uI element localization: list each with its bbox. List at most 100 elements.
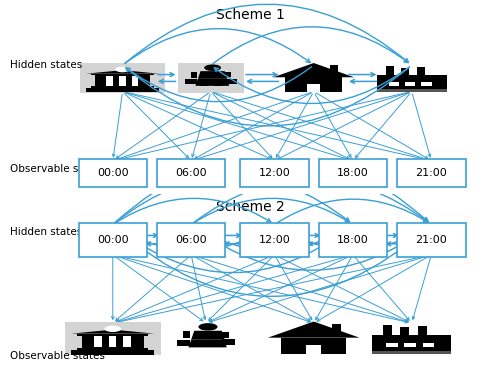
Bar	[78, 348, 148, 350]
FancyArrowPatch shape	[412, 94, 431, 157]
Text: 06:00: 06:00	[176, 235, 207, 244]
Bar	[86, 88, 160, 92]
Bar	[78, 334, 148, 336]
Text: Observable states: Observable states	[10, 164, 105, 174]
FancyArrowPatch shape	[124, 4, 408, 63]
FancyArrowPatch shape	[112, 94, 122, 157]
Circle shape	[104, 326, 121, 332]
FancyArrowPatch shape	[246, 73, 277, 76]
Polygon shape	[86, 70, 160, 74]
Bar	[225, 72, 232, 77]
Bar	[92, 74, 154, 75]
FancyArrowPatch shape	[126, 67, 410, 126]
FancyArrowPatch shape	[195, 92, 409, 160]
FancyBboxPatch shape	[318, 222, 387, 257]
Bar	[417, 67, 426, 75]
FancyArrowPatch shape	[354, 257, 409, 320]
FancyArrowPatch shape	[160, 80, 176, 83]
FancyArrowPatch shape	[276, 257, 312, 320]
FancyArrowPatch shape	[350, 80, 376, 83]
Bar	[281, 338, 346, 354]
FancyArrowPatch shape	[126, 67, 312, 102]
FancyArrowPatch shape	[126, 92, 349, 160]
Bar	[382, 325, 392, 335]
FancyArrowPatch shape	[210, 256, 350, 322]
FancyArrowPatch shape	[116, 226, 272, 251]
Polygon shape	[198, 71, 228, 79]
FancyArrowPatch shape	[115, 256, 203, 321]
Bar	[285, 77, 343, 92]
FancyArrowPatch shape	[308, 242, 320, 246]
FancyArrowPatch shape	[112, 258, 114, 319]
Polygon shape	[71, 329, 154, 334]
FancyArrowPatch shape	[212, 94, 272, 158]
Text: Scheme 1: Scheme 1	[216, 8, 284, 22]
FancyArrowPatch shape	[146, 242, 159, 246]
Bar	[386, 66, 394, 75]
Text: 12:00: 12:00	[258, 168, 290, 178]
Polygon shape	[196, 79, 229, 86]
FancyBboxPatch shape	[78, 159, 147, 187]
Bar	[80, 63, 165, 93]
FancyArrowPatch shape	[192, 94, 210, 157]
Bar	[106, 76, 112, 86]
Bar	[418, 326, 427, 335]
FancyArrowPatch shape	[276, 94, 312, 157]
Bar	[306, 345, 321, 354]
FancyArrowPatch shape	[315, 94, 351, 157]
Bar	[185, 79, 197, 85]
Bar	[190, 71, 197, 78]
Bar	[377, 75, 446, 92]
Bar	[123, 336, 130, 347]
Bar	[132, 76, 138, 86]
Bar	[176, 340, 190, 346]
FancyArrowPatch shape	[116, 93, 208, 158]
FancyBboxPatch shape	[157, 222, 226, 257]
Polygon shape	[268, 322, 360, 338]
FancyArrowPatch shape	[387, 242, 399, 246]
Text: 18:00: 18:00	[337, 168, 369, 178]
FancyArrowPatch shape	[116, 92, 409, 161]
Text: 00:00: 00:00	[97, 168, 128, 178]
FancyArrowPatch shape	[225, 242, 242, 246]
FancyArrowPatch shape	[116, 255, 428, 323]
Bar	[183, 331, 190, 338]
Bar	[332, 324, 341, 331]
Text: 12:00: 12:00	[258, 235, 290, 244]
FancyArrowPatch shape	[194, 198, 349, 223]
Bar	[108, 336, 116, 347]
FancyArrowPatch shape	[194, 256, 310, 321]
FancyBboxPatch shape	[397, 159, 466, 187]
Bar	[400, 327, 409, 335]
Text: Hidden states: Hidden states	[10, 227, 82, 237]
FancyArrowPatch shape	[214, 92, 428, 160]
FancyArrowPatch shape	[278, 93, 409, 159]
FancyArrowPatch shape	[145, 234, 158, 237]
FancyArrowPatch shape	[115, 176, 350, 223]
Bar	[71, 350, 154, 355]
FancyArrowPatch shape	[316, 257, 352, 320]
FancyArrowPatch shape	[194, 93, 312, 159]
FancyArrowPatch shape	[124, 94, 188, 158]
FancyBboxPatch shape	[318, 159, 387, 187]
Bar	[222, 331, 229, 338]
FancyArrowPatch shape	[277, 256, 408, 321]
Circle shape	[198, 323, 218, 331]
FancyArrowPatch shape	[116, 226, 350, 273]
Polygon shape	[188, 339, 226, 347]
FancyArrowPatch shape	[412, 258, 430, 319]
Bar	[94, 336, 102, 347]
Bar	[222, 339, 235, 345]
FancyArrowPatch shape	[116, 226, 429, 296]
Bar	[386, 343, 398, 347]
Bar	[377, 89, 446, 92]
FancyArrowPatch shape	[194, 178, 428, 223]
FancyArrowPatch shape	[356, 94, 410, 158]
Bar	[389, 81, 399, 86]
Bar	[200, 80, 208, 86]
FancyArrowPatch shape	[210, 256, 428, 322]
Polygon shape	[274, 63, 354, 77]
FancyArrowPatch shape	[116, 256, 310, 322]
FancyArrowPatch shape	[317, 256, 429, 321]
FancyArrowPatch shape	[116, 92, 311, 160]
